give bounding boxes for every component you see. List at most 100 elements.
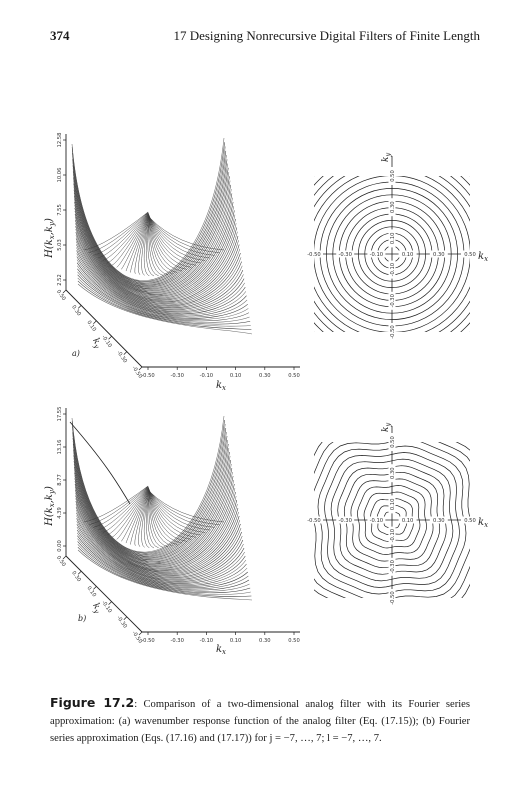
page-header: 374 17 Designing Nonrecursive Digital Fi… (50, 28, 480, 46)
surface-mesh-line (77, 541, 251, 594)
surface-mesh-line (72, 162, 228, 287)
contour-y-tick-label: -0.10 (390, 529, 396, 542)
surface-mesh-line (107, 486, 149, 536)
surface-mesh (69, 415, 253, 601)
kx-tick-label: -0.10 (200, 373, 213, 379)
kx-axis-label: kx (216, 644, 226, 656)
kx-tick-labels: -0.50 -0.30 -0.10 0.10 0.30 0.50 (141, 367, 300, 379)
surface-mesh-line (149, 216, 187, 270)
surface-mesh-line (73, 192, 235, 296)
z-tick-label: 0.00 (57, 540, 63, 552)
surface-mesh-line (141, 214, 150, 276)
kx-tick-label: 0.50 (288, 373, 300, 379)
contour-x-tick-label: 0.50 (464, 518, 476, 524)
surface-mesh-line (76, 526, 248, 587)
contour-kx-label: kx (478, 517, 488, 529)
surface-mesh-line (149, 217, 220, 253)
ky-tick-mark (138, 631, 143, 636)
ky-tick-label: 0.10 (85, 585, 97, 598)
tick-label-bg (336, 516, 355, 524)
surface-mesh-line (77, 549, 253, 601)
tick-label-bg (388, 198, 396, 217)
tick-label-bg (388, 557, 396, 576)
contour-ky-label: ky (381, 153, 392, 162)
surface-mesh-line (72, 165, 229, 288)
surface-mesh-line (149, 216, 192, 268)
z-tick-label: 12.58 (57, 133, 63, 148)
surface-mesh-line (116, 213, 149, 268)
z-axis-label: H(kx,ky) (44, 218, 56, 259)
contour-x-tick-labels: -0.50 -0.30 -0.10 0.10 0.30 0.50 (305, 250, 479, 258)
surface-mesh-line (111, 213, 149, 266)
surface-mesh-line (77, 271, 250, 323)
surface-mesh-line (76, 256, 247, 317)
surface-mesh-line (77, 280, 252, 331)
page-number: 374 (50, 28, 70, 43)
surface-mesh-line (71, 137, 225, 281)
surface-mesh-line (73, 174, 231, 290)
surface-mesh-line (88, 486, 149, 525)
contour-plot-a: -0.50 -0.30 -0.10 0.10 0.30 0.50 0.50 0.30 0.10… (305, 153, 488, 341)
z-tick-label: 4.39 (57, 507, 63, 519)
surface-mesh-line (147, 215, 159, 277)
contour-y-tick-labels: 0.50 0.30 0.10 -0.10 -0.30 -0.50 (388, 433, 396, 607)
surface-mesh-line (149, 491, 215, 528)
contour-x-tick-label: 0.10 (402, 518, 414, 524)
surface-mesh-line (149, 217, 215, 256)
z-tick-label: 17.55 (57, 407, 63, 422)
ky-tick-label: 0.30 (70, 570, 82, 583)
tick-label-bg (461, 250, 479, 258)
surface-mesh-line (145, 214, 155, 277)
surface-mesh-line (149, 217, 211, 259)
surface-mesh-line (72, 155, 227, 285)
surface-mesh-line (148, 489, 169, 547)
kx-tick-label: 0.50 (288, 638, 300, 644)
surface-mesh-line (76, 521, 247, 585)
caption-text: : Comparison of a two-dimensional analog… (50, 698, 470, 744)
contour-x-tick-label: -0.30 (338, 252, 351, 258)
ky-axis-line (65, 555, 143, 633)
surface-ridge (69, 421, 131, 505)
surface-mesh-line (149, 491, 206, 533)
contour-y-tick-label: 0.50 (390, 170, 396, 182)
contour-x-tick-label: 0.10 (402, 252, 414, 258)
surface-mesh-line (75, 235, 243, 309)
running-title: 17 Designing Nonrecursive Digital Filter… (173, 28, 480, 43)
surface-mesh-line (125, 213, 149, 272)
surface-mesh-line (72, 440, 230, 560)
contour-x-tick-label: -0.10 (370, 252, 383, 258)
tick-label-bg (305, 516, 323, 524)
ky-tick-mark (108, 601, 112, 605)
surface-mesh-line (149, 490, 201, 536)
surface-mesh-line (149, 216, 197, 266)
surface-mesh-line (72, 171, 230, 290)
contour-y-tick-labels: 0.50 0.30 0.10 -0.10 -0.30 -0.50 (388, 167, 396, 341)
surface-mesh-line (149, 490, 192, 540)
z-tick-labels: 12.58 10.06 7.55 5.03 2.52 (57, 133, 66, 286)
surface-mesh-line (76, 265, 249, 320)
surface-mesh-line (77, 283, 253, 335)
surface-mesh-line (75, 238, 244, 310)
z-tick-label: 8.77 (57, 474, 63, 486)
surface-mesh-line (149, 491, 211, 531)
surface-mesh-line (76, 512, 245, 582)
kx-tick-labels: -0.50 -0.30 -0.10 0.10 0.30 0.50 (141, 632, 300, 644)
ky-tick-labels: 0.500.300.10-0.10-0.30-0.50 (55, 555, 143, 645)
surface-mesh-line (83, 485, 149, 523)
contour-y-tick-label: -0.30 (390, 294, 396, 307)
surface-mesh-line (149, 490, 183, 544)
contour-x-tick-label: 0.30 (433, 518, 445, 524)
surface-mesh-line (76, 247, 245, 314)
surface-mesh-line (72, 429, 227, 556)
contour-y-tick-label: 0.10 (390, 499, 396, 511)
tick-label-bg (388, 291, 396, 310)
contour-y-tick-label: -0.10 (390, 263, 396, 276)
surface-mesh-line (76, 244, 245, 313)
tick-label-bg (388, 464, 396, 483)
ky-tick-mark (62, 289, 67, 294)
surface-mesh-line (77, 535, 250, 591)
surface-mesh-line (72, 443, 230, 561)
tick-label-bg (398, 250, 417, 258)
